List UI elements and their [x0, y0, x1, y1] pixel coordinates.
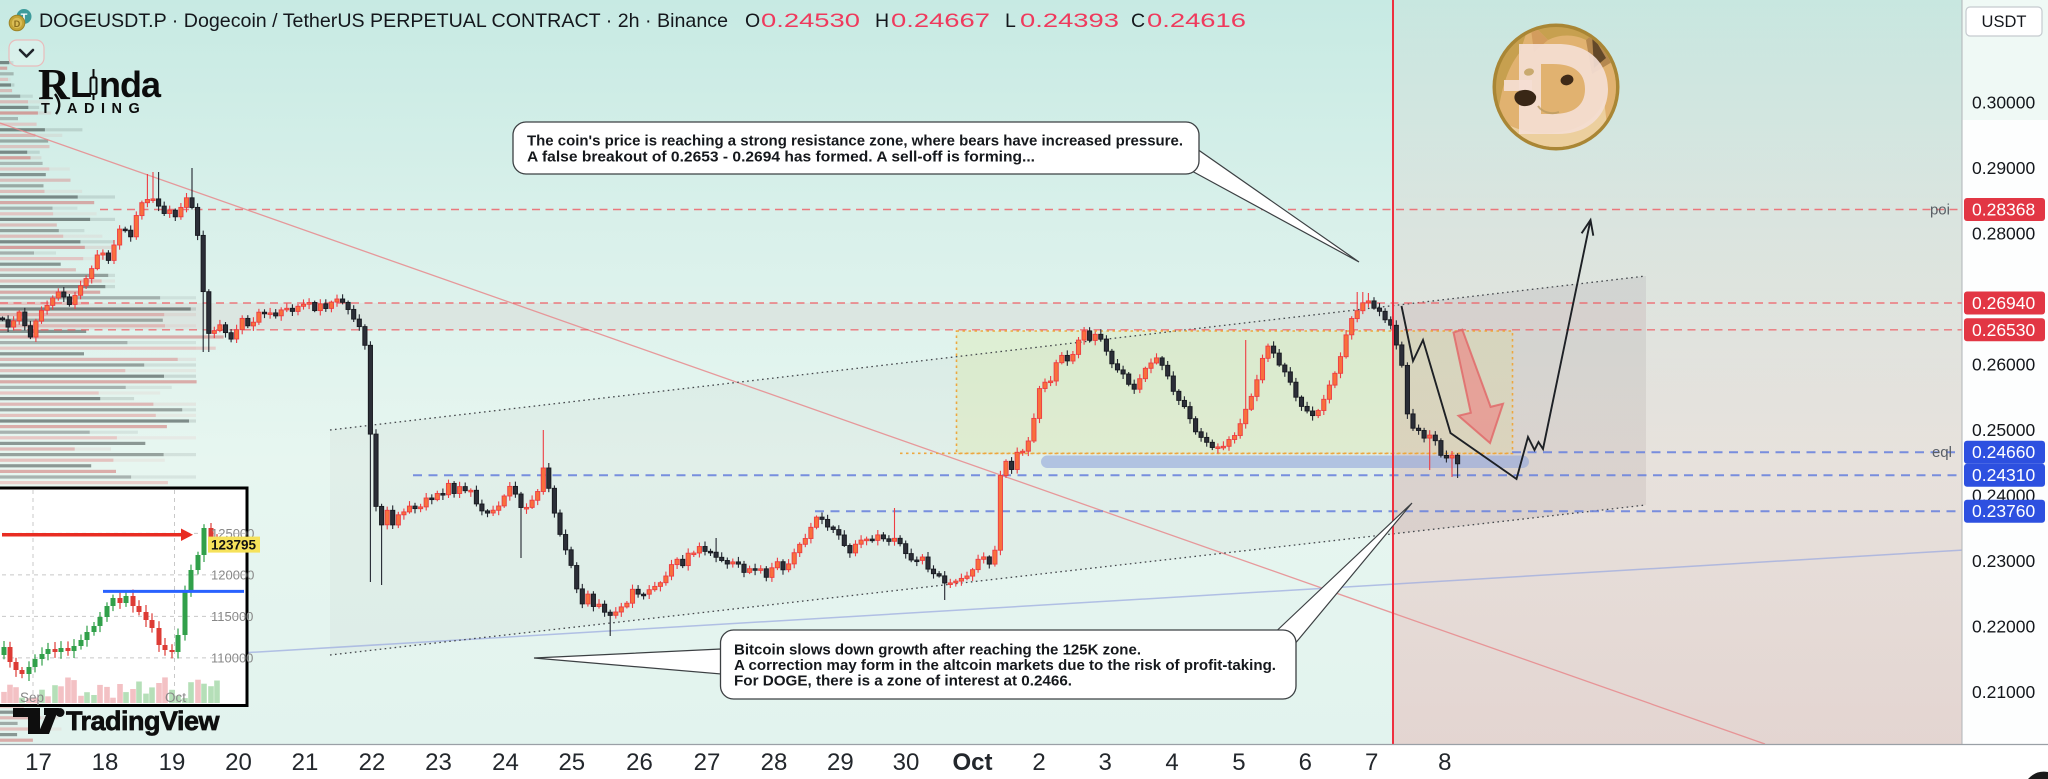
svg-text:eql: eql	[1932, 444, 1952, 461]
svg-text:DOGEUSDT.P · Dogecoin / Tether: DOGEUSDT.P · Dogecoin / TetherUS PERPETU…	[39, 10, 728, 32]
svg-text:0.26530: 0.26530	[1972, 320, 2036, 340]
svg-text:Oct: Oct	[952, 749, 992, 776]
svg-text:27: 27	[694, 749, 721, 776]
svg-text:123795: 123795	[211, 538, 257, 553]
svg-text:110000: 110000	[211, 650, 253, 665]
svg-text:ADING: ADING	[67, 101, 146, 117]
svg-text:0.26940: 0.26940	[1972, 293, 2036, 313]
svg-text:A false breakout of 0.2653 - 0: A false breakout of 0.2653 - 0.2694 has …	[527, 150, 1035, 166]
svg-text:120000: 120000	[211, 567, 254, 582]
svg-text:0.28368: 0.28368	[1972, 200, 2035, 220]
svg-text:H: H	[875, 10, 889, 32]
svg-text:Sep: Sep	[20, 690, 44, 705]
svg-text:A correction may form in the a: A correction may form in the altcoin mar…	[734, 658, 1276, 674]
svg-text:3: 3	[1099, 749, 1112, 776]
svg-text:0.26000: 0.26000	[1972, 355, 2036, 375]
svg-text:The coin's price is reaching a: The coin's price is reaching a strong re…	[527, 134, 1183, 150]
svg-text:0.21000: 0.21000	[1972, 682, 2036, 702]
svg-text:0.28000: 0.28000	[1972, 224, 2036, 244]
svg-text:28: 28	[761, 749, 788, 776]
svg-text:0.24310: 0.24310	[1972, 465, 2036, 485]
svg-text:5: 5	[1232, 749, 1245, 776]
svg-text:0.25000: 0.25000	[1972, 420, 2036, 440]
svg-text:18: 18	[92, 749, 119, 776]
svg-text:C: C	[1131, 10, 1145, 32]
svg-text:17: 17	[25, 749, 52, 776]
svg-text:0.24530: 0.24530	[761, 10, 860, 32]
svg-text:25: 25	[558, 749, 585, 776]
svg-text:22: 22	[359, 749, 386, 776]
svg-text:O: O	[745, 10, 760, 32]
svg-text:0.24660: 0.24660	[1972, 442, 2036, 462]
svg-text:0.24616: 0.24616	[1147, 10, 1246, 32]
svg-text:20: 20	[225, 749, 252, 776]
svg-text:0.29000: 0.29000	[1972, 158, 2036, 178]
svg-text:8: 8	[1438, 749, 1451, 776]
svg-text:19: 19	[159, 749, 186, 776]
svg-text:4: 4	[1165, 749, 1178, 776]
svg-text:0.24393: 0.24393	[1020, 10, 1119, 32]
svg-text:0.22000: 0.22000	[1972, 616, 2036, 636]
svg-text:Bitcoin slows down growth afte: Bitcoin slows down growth after reaching…	[734, 643, 1141, 659]
svg-text:0.24667: 0.24667	[891, 10, 990, 32]
svg-text:7: 7	[1365, 749, 1378, 776]
svg-text:23: 23	[425, 749, 452, 776]
svg-text:USDT: USDT	[1982, 13, 2027, 31]
svg-text:24: 24	[492, 749, 519, 776]
svg-text:0.23000: 0.23000	[1972, 551, 2036, 571]
svg-text:30: 30	[893, 749, 920, 776]
svg-text:L: L	[1005, 10, 1016, 32]
svg-text:26: 26	[626, 749, 653, 776]
svg-text:TradingView: TradingView	[66, 706, 221, 736]
svg-text:115000: 115000	[211, 609, 253, 624]
svg-text:D: D	[14, 19, 21, 29]
svg-text:L: L	[70, 64, 91, 105]
svg-text:21: 21	[292, 749, 319, 776]
svg-text:poi: poi	[1930, 202, 1950, 219]
svg-text:2: 2	[1032, 749, 1045, 776]
svg-text:nda: nda	[99, 64, 162, 105]
svg-text:T: T	[41, 101, 50, 117]
svg-text:For DOGE, there is a zone of i: For DOGE, there is a zone of interest at…	[734, 674, 1072, 690]
svg-text:6: 6	[1299, 749, 1312, 776]
svg-text:0.23760: 0.23760	[1972, 501, 2036, 521]
svg-text:0.30000: 0.30000	[1972, 93, 2036, 113]
svg-text:29: 29	[827, 749, 854, 776]
svg-text:Oct: Oct	[165, 690, 186, 705]
